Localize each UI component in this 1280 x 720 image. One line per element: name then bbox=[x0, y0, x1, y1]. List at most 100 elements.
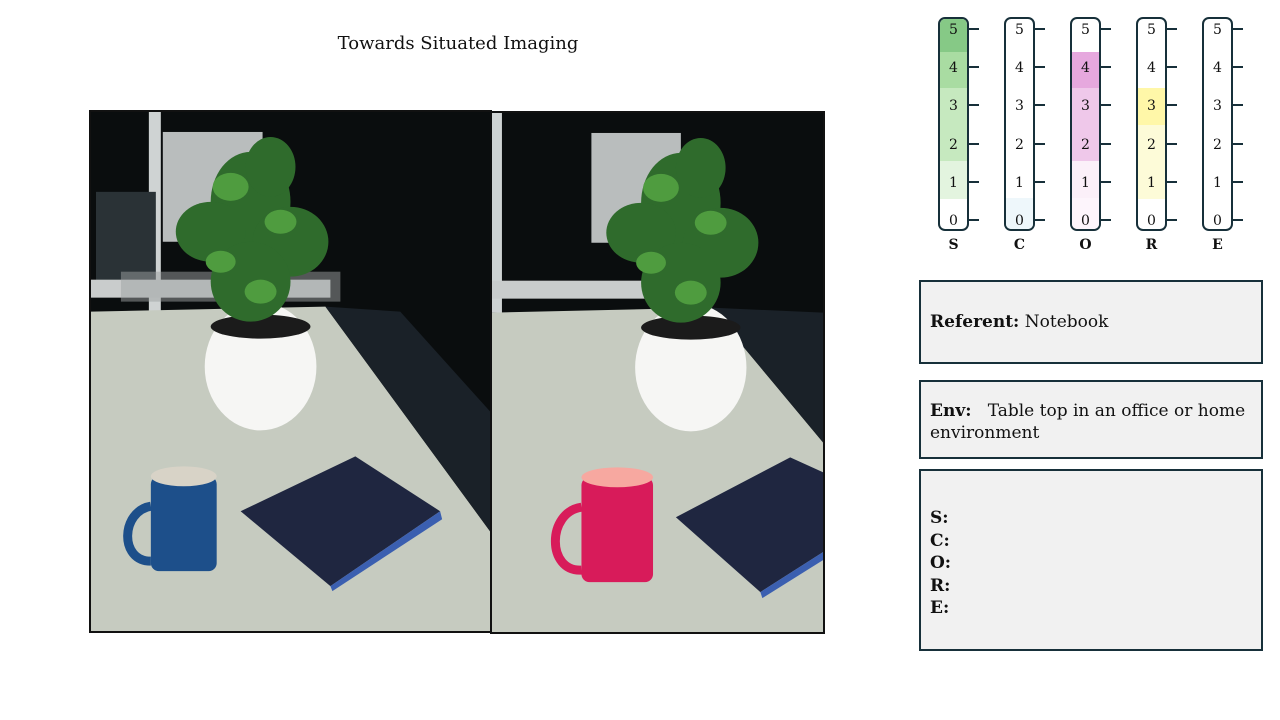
scale-e: 5 4 3 2 1 0 bbox=[1202, 17, 1233, 231]
scale-tick-mark bbox=[1099, 219, 1111, 221]
scale-tick-label: 0 bbox=[1015, 213, 1024, 229]
scale-tick-mark bbox=[1099, 180, 1111, 183]
scale-segment bbox=[1138, 161, 1165, 199]
scale-tick-mark bbox=[1231, 66, 1243, 69]
scale-segment bbox=[1072, 124, 1099, 163]
scale-tick-mark bbox=[967, 104, 979, 107]
scale-tick-mark bbox=[1033, 180, 1045, 183]
referent-box: Referent: Notebook bbox=[919, 280, 1263, 364]
scale-tick-label: 2 bbox=[949, 136, 958, 153]
scale-tick-mark bbox=[967, 180, 979, 183]
scale-o: 5 4 3 2 1 0 bbox=[1070, 17, 1101, 231]
scale-tick-mark bbox=[967, 66, 979, 69]
scale-tick-mark bbox=[1099, 142, 1111, 145]
edited-image bbox=[490, 111, 825, 634]
scale-segment bbox=[940, 51, 967, 90]
scale-tick-mark bbox=[1165, 66, 1177, 69]
scale-segment bbox=[940, 161, 967, 199]
scale-tick-label: 3 bbox=[1015, 98, 1024, 115]
scale-s: 5 4 3 2 1 0 bbox=[938, 17, 969, 231]
scale-segment bbox=[1006, 197, 1033, 229]
referent-label: Referent: bbox=[930, 312, 1020, 332]
scale-tick-label: 1 bbox=[1213, 174, 1222, 191]
scale-tick-label: 5 bbox=[1081, 22, 1090, 38]
scale-tick-label: 1 bbox=[1015, 174, 1024, 191]
scale-letter-o: O bbox=[1079, 237, 1092, 253]
scale-tick-label: 4 bbox=[1147, 60, 1156, 77]
scale-tick-label: 2 bbox=[1213, 136, 1222, 153]
scale-tick-label: 2 bbox=[1015, 136, 1024, 153]
scale-tick-label: 0 bbox=[949, 213, 958, 229]
scale-letter-c: C bbox=[1013, 237, 1026, 253]
scale-letter-s: S bbox=[948, 237, 959, 253]
scale-tick-mark bbox=[1165, 104, 1177, 107]
scale-tick-mark bbox=[1231, 180, 1243, 183]
score-label-e: E: bbox=[930, 598, 950, 618]
score-box: S: C: O: R: E: bbox=[919, 469, 1263, 651]
scale-tick-mark bbox=[1033, 142, 1045, 145]
scale-segment bbox=[1072, 88, 1099, 126]
scale-tick-label: 3 bbox=[1213, 98, 1222, 115]
scale-segment bbox=[940, 19, 967, 53]
scale-tick-label: 5 bbox=[1213, 22, 1222, 38]
scale-letter-e: E bbox=[1212, 237, 1223, 253]
scale-c: 5 4 3 2 1 0 bbox=[1004, 17, 1035, 231]
scale-tick-label: 3 bbox=[949, 98, 958, 115]
scale-tick-label: 1 bbox=[1081, 174, 1090, 191]
scale-segment bbox=[1072, 51, 1099, 90]
scale-tick-label: 4 bbox=[1015, 60, 1024, 77]
scale-segment bbox=[940, 124, 967, 163]
scale-tick-mark bbox=[1165, 142, 1177, 145]
score-label-o: O: bbox=[930, 553, 952, 573]
scale-segment bbox=[1072, 161, 1099, 199]
scale-segment bbox=[1072, 197, 1099, 229]
score-label-s: S: bbox=[930, 508, 949, 528]
env-value: Table top in an office or home environme… bbox=[930, 401, 1246, 443]
scale-tick-mark bbox=[1165, 28, 1177, 30]
scale-segment bbox=[1138, 124, 1165, 163]
scale-tick-mark bbox=[1231, 104, 1243, 107]
scale-r: 5 4 3 2 1 0 bbox=[1136, 17, 1167, 231]
original-image bbox=[89, 110, 492, 633]
scale-tick-mark bbox=[1033, 28, 1045, 30]
scale-tick-label: 4 bbox=[1081, 60, 1090, 77]
scale-tick-mark bbox=[967, 142, 979, 145]
scale-tick-label: 4 bbox=[949, 60, 958, 77]
referent-value: Notebook bbox=[1024, 312, 1109, 332]
scale-segment bbox=[1138, 88, 1165, 126]
score-label-c: C: bbox=[930, 530, 950, 551]
scale-tick-label: 2 bbox=[1081, 136, 1090, 153]
scale-tick-label: 3 bbox=[1147, 98, 1156, 115]
scale-tick-mark bbox=[1231, 28, 1243, 30]
scale-tick-mark bbox=[1033, 66, 1045, 69]
scale-tick-label: 4 bbox=[1213, 60, 1222, 77]
env-label: Env: bbox=[930, 401, 972, 421]
page-title: Towards Situated Imaging bbox=[337, 33, 579, 54]
scale-tick-mark bbox=[1165, 219, 1177, 221]
edited-scene bbox=[492, 113, 823, 632]
scale-tick-label: 5 bbox=[949, 22, 958, 38]
scale-tick-label: 1 bbox=[1147, 174, 1156, 191]
scale-tick-mark bbox=[1033, 219, 1045, 221]
scale-tick-label: 3 bbox=[1081, 98, 1090, 115]
scale-tick-mark bbox=[1099, 104, 1111, 107]
scale-tick-mark bbox=[1099, 28, 1111, 30]
scale-tick-label: 5 bbox=[1147, 22, 1156, 38]
scale-tick-mark bbox=[967, 219, 979, 221]
scale-tick-mark bbox=[1231, 142, 1243, 145]
scale-tick-label: 2 bbox=[1147, 136, 1156, 153]
scale-segment bbox=[940, 88, 967, 126]
scale-tick-mark bbox=[1165, 180, 1177, 183]
scale-tick-mark bbox=[967, 28, 979, 30]
scale-tick-label: 5 bbox=[1015, 22, 1024, 38]
scale-tick-label: 0 bbox=[1213, 213, 1222, 229]
original-scene bbox=[91, 112, 490, 631]
scale-tick-label: 1 bbox=[949, 174, 958, 191]
scale-tick-mark bbox=[1099, 66, 1111, 69]
env-box: Env: Table top in an office or home envi… bbox=[919, 380, 1263, 459]
scale-tick-label: 0 bbox=[1081, 213, 1090, 229]
scale-tick-mark bbox=[1033, 104, 1045, 107]
scale-tick-mark bbox=[1231, 219, 1243, 221]
scale-tick-label: 0 bbox=[1147, 213, 1156, 229]
scale-letter-r: R bbox=[1145, 237, 1158, 253]
